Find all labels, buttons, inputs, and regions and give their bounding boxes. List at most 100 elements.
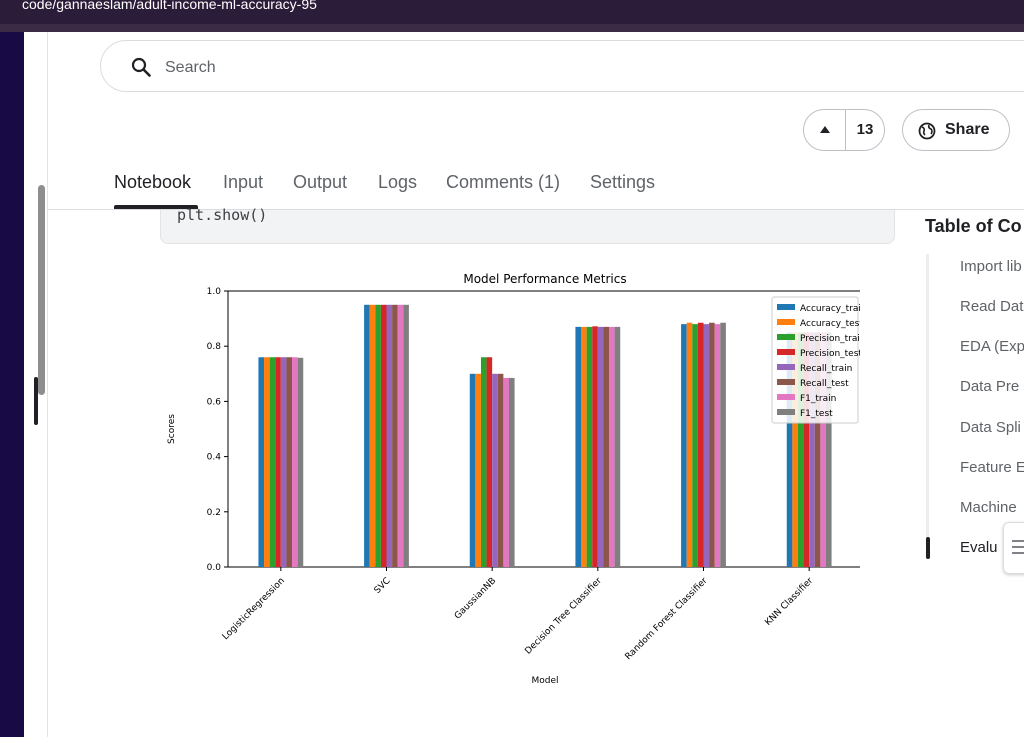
toc-item-import[interactable]: Import lib xyxy=(960,258,1022,275)
bar xyxy=(280,357,287,567)
legend-label: F1_test xyxy=(800,409,833,419)
active-tab-indicator xyxy=(114,205,198,209)
vote-widget: 13 xyxy=(803,109,885,151)
tab-output[interactable]: Output xyxy=(293,172,348,192)
bar xyxy=(709,322,715,567)
legend-label: Precision_train xyxy=(800,334,860,344)
plot-area xyxy=(227,290,860,568)
caret-up-icon xyxy=(820,126,830,133)
desktop-left-edge xyxy=(0,0,24,737)
bar xyxy=(614,326,621,567)
bar xyxy=(364,304,370,567)
sidebar-active-marker xyxy=(34,377,38,425)
globe-icon xyxy=(918,122,936,140)
browser-url: code/gannaeslam/adult-income-ml-accuracy… xyxy=(22,0,317,12)
legend-label: Accuracy_train xyxy=(800,304,860,314)
y-tick-label: 1.0 xyxy=(207,287,222,297)
bar xyxy=(508,377,515,567)
bar xyxy=(286,357,293,567)
bar-chart: Model Performance Metrics 0.0 0.2 0.4 0.6 0.8… xyxy=(167,272,860,686)
y-tick-label: 0.6 xyxy=(207,397,222,407)
bar xyxy=(597,326,604,567)
y-tick-label: 0.2 xyxy=(207,508,221,518)
bar xyxy=(581,326,587,567)
y-tick-label: 0.8 xyxy=(207,342,222,352)
bar xyxy=(792,332,798,567)
toc-item-eda[interactable]: EDA (Exp xyxy=(960,338,1024,355)
share-button[interactable]: Share xyxy=(902,109,1010,151)
legend-label: F1_train xyxy=(800,394,836,404)
legend-box xyxy=(771,296,859,424)
legend-swatch xyxy=(777,334,795,340)
chart-title: Model Performance Metrics xyxy=(463,272,626,286)
legend-label: Precision_test xyxy=(800,349,860,359)
toc-item-feature[interactable]: Feature E xyxy=(960,459,1024,476)
bar xyxy=(803,332,810,567)
bar xyxy=(486,357,493,567)
bar xyxy=(292,357,298,567)
bar xyxy=(575,326,582,567)
kaggle-notebook-page: 13 Share Notebook Input Output Logs Comm… xyxy=(24,32,1024,737)
bar xyxy=(492,373,498,567)
toc-item-evaluation[interactable]: Evalu xyxy=(960,539,998,556)
bar xyxy=(586,326,593,567)
code-cell[interactable]: plt.show() xyxy=(160,206,895,244)
bar xyxy=(797,332,804,567)
x-axis-label: Model xyxy=(531,676,558,686)
bar xyxy=(369,304,376,567)
tab-notebook[interactable]: Notebook xyxy=(114,172,192,192)
sidebar-divider xyxy=(47,32,48,737)
legend-label: Recall_train xyxy=(800,364,852,374)
page-scrollbar-thumb[interactable] xyxy=(38,185,45,395)
legend-swatch xyxy=(777,319,795,325)
bar xyxy=(497,373,504,567)
toc-item-data-preprocessing[interactable]: Data Pre xyxy=(960,378,1020,395)
bar xyxy=(703,324,710,567)
toc-toggle-handle[interactable] xyxy=(1003,522,1024,574)
x-tick-label: Random Forest Classifier xyxy=(624,576,710,662)
legend-swatch xyxy=(777,349,795,355)
code-line: plt.show() xyxy=(177,206,268,224)
y-tick-label: 0.0 xyxy=(207,563,222,573)
browser-url-bar[interactable]: code/gannaeslam/adult-income-ml-accuracy… xyxy=(0,0,1024,24)
vote-divider xyxy=(845,110,846,150)
upvote-button[interactable] xyxy=(804,110,846,150)
toc-track xyxy=(926,254,929,554)
bar xyxy=(692,324,698,567)
x-tick-label: Decision Tree Classifier xyxy=(523,576,604,657)
bar xyxy=(269,357,276,567)
y-tick-label: 0.4 xyxy=(207,453,222,463)
bar xyxy=(469,373,476,567)
bar xyxy=(503,377,509,567)
tab-settings[interactable]: Settings xyxy=(590,172,656,192)
bar xyxy=(814,332,821,567)
search-icon xyxy=(131,57,151,77)
bar xyxy=(825,332,832,567)
legend-swatch xyxy=(777,304,795,310)
bar xyxy=(697,322,704,567)
x-tick-label: LogisticRegression xyxy=(221,576,287,642)
bar xyxy=(297,357,304,567)
x-tick-label: KNN Classifier xyxy=(763,576,815,628)
tab-comments[interactable]: Comments (1) xyxy=(446,172,561,192)
toc-item-read-data[interactable]: Read Dat xyxy=(960,298,1024,315)
menu-lines-icon xyxy=(1012,540,1024,554)
bar xyxy=(686,322,693,567)
toc-item-data-split[interactable]: Data Spli xyxy=(960,419,1021,436)
tabs-divider xyxy=(48,209,1024,210)
search-input[interactable] xyxy=(163,55,667,81)
legend-label: Accuracy_test xyxy=(800,319,860,329)
browser-toolbar-strip xyxy=(0,24,1024,32)
toc-active-marker xyxy=(926,537,930,559)
bar xyxy=(720,322,726,567)
toc-item-machine[interactable]: Machine xyxy=(960,499,1017,516)
tab-input[interactable]: Input xyxy=(223,172,264,192)
share-label: Share xyxy=(945,121,990,138)
tab-logs[interactable]: Logs xyxy=(378,172,418,192)
legend-swatch xyxy=(777,409,795,415)
x-tick-label: GaussianNB xyxy=(453,576,498,621)
search-bar[interactable] xyxy=(100,40,1024,92)
bar xyxy=(609,326,615,567)
bar xyxy=(786,332,793,567)
bar xyxy=(809,332,815,567)
